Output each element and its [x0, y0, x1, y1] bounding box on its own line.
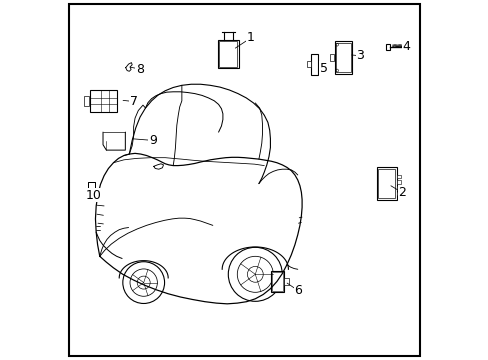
Bar — [396, 186, 400, 190]
Bar — [219, 41, 237, 67]
Bar — [336, 43, 350, 72]
Bar — [284, 278, 288, 285]
Bar — [306, 61, 310, 67]
Text: 1: 1 — [246, 31, 254, 44]
Bar — [311, 54, 317, 75]
Bar — [376, 167, 396, 200]
Text: 4: 4 — [402, 40, 409, 53]
Bar — [329, 54, 333, 61]
Bar — [90, 90, 117, 112]
Bar — [396, 175, 400, 178]
Text: 2: 2 — [397, 186, 406, 199]
Text: 8: 8 — [136, 63, 144, 76]
Bar — [334, 41, 351, 74]
Bar — [385, 44, 389, 50]
Text: 7: 7 — [129, 95, 137, 108]
Bar — [270, 271, 284, 292]
Bar — [272, 272, 283, 291]
Text: 9: 9 — [148, 134, 156, 147]
Text: 10: 10 — [86, 189, 102, 202]
Text: 3: 3 — [356, 49, 364, 62]
Text: 5: 5 — [319, 62, 327, 75]
Bar — [84, 96, 89, 106]
Bar — [377, 169, 394, 198]
Bar — [396, 192, 400, 195]
Text: 6: 6 — [294, 284, 302, 297]
Bar — [396, 180, 400, 184]
Bar — [218, 40, 238, 68]
